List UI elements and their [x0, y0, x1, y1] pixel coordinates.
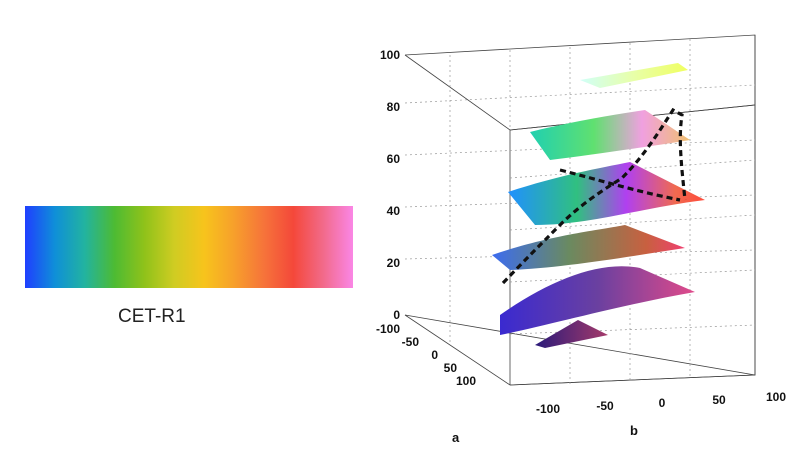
- lightness-slices: [492, 63, 705, 348]
- x-tick-label: 50: [444, 361, 458, 375]
- z-tick-label: 40: [387, 204, 401, 218]
- y-tick-label: 0: [659, 396, 666, 410]
- colormap-bar: [25, 206, 353, 288]
- colormap-gradient: [25, 206, 353, 288]
- x-tick-label: -50: [402, 335, 420, 349]
- y-tick-label: 50: [712, 393, 726, 407]
- lab-3d-plot: L a b 020406080100-100-50050100-100-5005…: [360, 34, 786, 445]
- x-tick-label: -100: [376, 322, 400, 336]
- z-axis-label: L: [360, 180, 361, 188]
- slice-L35: [492, 225, 685, 270]
- slice-L20: [500, 266, 695, 335]
- slice-L70: [530, 110, 690, 160]
- z-tick-label: 20: [387, 256, 401, 270]
- y-tick-label: -50: [596, 399, 614, 413]
- slice-L50: [508, 162, 705, 225]
- y-tick-label: 100: [766, 390, 786, 404]
- z-tick-label: 0: [393, 308, 400, 322]
- z-tick-label: 60: [387, 152, 401, 166]
- z-tick-label: 100: [380, 48, 400, 62]
- slice-L5: [535, 320, 608, 348]
- slice-L95: [580, 63, 688, 88]
- z-tick-label: 80: [387, 100, 401, 114]
- y-tick-label: -100: [536, 402, 560, 416]
- x-tick-label: 0: [431, 348, 438, 362]
- colormap-path: [501, 107, 687, 285]
- colormap-name: CET-R1: [118, 306, 186, 327]
- y-axis-label: b: [630, 423, 638, 438]
- x-axis-label: a: [452, 430, 460, 445]
- x-tick-label: 100: [456, 374, 476, 388]
